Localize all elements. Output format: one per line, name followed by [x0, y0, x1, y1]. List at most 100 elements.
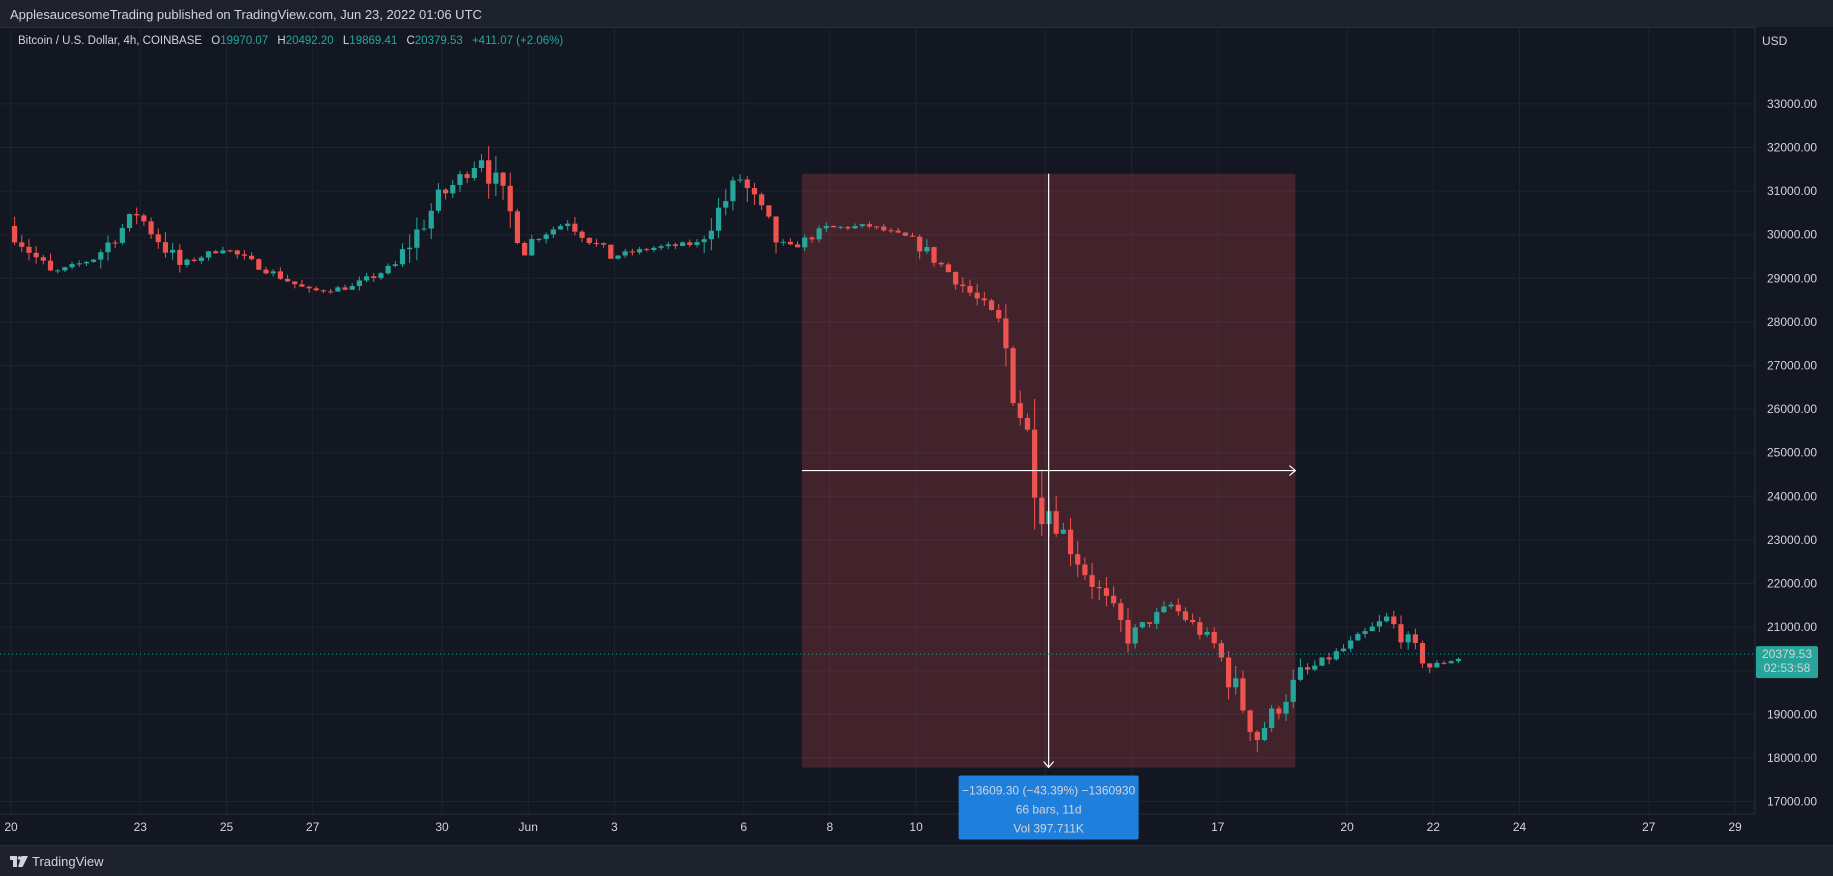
- last-price-tag: 20379.53 02:53:58: [1756, 646, 1818, 679]
- candle-body: [1333, 651, 1339, 660]
- open-label: O: [211, 35, 221, 47]
- candle-body: [1376, 621, 1383, 627]
- time-tick-label: 24: [1513, 820, 1527, 834]
- candle-body: [306, 286, 312, 289]
- candle-body: [586, 237, 592, 244]
- candle-body: [514, 211, 521, 244]
- countdown-value: 02:53:58: [1764, 661, 1811, 675]
- candle-body: [385, 265, 391, 274]
- candle-body: [608, 244, 614, 259]
- time-tick-label: 10: [909, 820, 923, 834]
- time-tick-label: 6: [740, 820, 747, 834]
- candle-body: [672, 244, 679, 246]
- candle-body: [701, 239, 707, 243]
- candle-body: [751, 188, 758, 195]
- candle-body: [1398, 624, 1404, 643]
- candle-body: [622, 251, 628, 256]
- candle-body: [1089, 575, 1095, 587]
- candle-body: [299, 284, 305, 287]
- candle-body: [19, 242, 25, 247]
- candle-body: [931, 247, 937, 263]
- price-tick-label: 30000.00: [1767, 228, 1817, 242]
- candle-body: [1175, 604, 1181, 612]
- candle-body: [450, 184, 456, 194]
- time-tick-label: 30: [435, 820, 449, 834]
- price-tick-label: 33000.00: [1767, 97, 1817, 111]
- price-tick-label: 19000.00: [1767, 707, 1817, 721]
- price-tick-label: 32000.00: [1767, 141, 1817, 155]
- candle-body: [1304, 667, 1311, 670]
- candle-body: [917, 236, 923, 252]
- candle-body: [55, 270, 61, 272]
- price-tick-label: 24000.00: [1767, 489, 1817, 503]
- candle-body: [1017, 403, 1023, 418]
- candle-body: [349, 286, 355, 290]
- candle-body: [1103, 588, 1110, 596]
- candle-body: [371, 276, 377, 279]
- grid: [0, 27, 1755, 814]
- candle-body: [902, 232, 908, 236]
- candle-body: [1225, 657, 1232, 688]
- candle-body: [220, 250, 226, 254]
- candle-body: [723, 201, 729, 208]
- candles: [11, 146, 1462, 753]
- candle-body: [1247, 710, 1253, 732]
- candle-body: [644, 249, 650, 251]
- candle-body: [967, 286, 973, 293]
- candle-body: [134, 213, 140, 216]
- candle-body: [414, 229, 420, 248]
- candle-body: [909, 235, 916, 237]
- candle-body: [335, 287, 341, 292]
- candle-body: [1010, 348, 1016, 404]
- candle-body: [407, 247, 413, 250]
- candle-body: [715, 207, 722, 231]
- candle-body: [680, 242, 686, 246]
- candle-body: [1075, 554, 1081, 565]
- candle-body: [500, 172, 506, 186]
- candle-body: [284, 278, 291, 282]
- candle-body: [1211, 631, 1217, 644]
- candle-body: [651, 247, 657, 251]
- candle-body: [543, 234, 549, 239]
- candle-body: [1168, 604, 1174, 607]
- measure-right-arrow: [1288, 465, 1297, 477]
- candle-body: [1204, 631, 1210, 635]
- candle-body: [148, 221, 154, 235]
- candle-body: [486, 160, 492, 184]
- chart[interactable]: USD 33000.00 32000.00 31000.00 30000.00 2900…: [0, 0, 1833, 845]
- candle-body: [442, 189, 449, 194]
- price-axis[interactable]: USD 33000.00 32000.00 31000.00 30000.00 2900…: [1754, 27, 1833, 814]
- candle-body: [457, 174, 463, 185]
- candle-body: [464, 174, 470, 178]
- candle-body: [320, 290, 327, 292]
- candle-body: [1067, 529, 1074, 555]
- candle-body: [888, 230, 894, 232]
- tradingview-logo[interactable]: TradingView: [10, 854, 104, 869]
- candle-body: [1132, 627, 1138, 644]
- candle-body: [1182, 611, 1189, 620]
- candle-body: [1053, 511, 1059, 534]
- candle-body: [1118, 603, 1124, 621]
- candle-body: [694, 242, 700, 245]
- candle-body: [1369, 626, 1375, 632]
- candle-body: [658, 246, 664, 248]
- candle-body: [277, 271, 283, 279]
- candle-body: [428, 210, 434, 229]
- candle-body: [227, 250, 233, 252]
- time-axis[interactable]: 2023252730Jun368101315172022242729: [0, 813, 1833, 845]
- candle-body: [852, 226, 858, 229]
- candle-body: [83, 261, 90, 264]
- high-value: 20492.20: [285, 35, 334, 47]
- candle-body: [838, 226, 844, 228]
- candle-body: [1032, 429, 1038, 498]
- candle-body: [1146, 622, 1153, 624]
- candle-body: [708, 230, 714, 240]
- candle-body: [292, 281, 298, 285]
- candle-body: [263, 269, 269, 274]
- measure-lines: [801, 173, 1297, 769]
- candle-body: [342, 287, 348, 290]
- candle-body: [1441, 662, 1447, 664]
- price-tick-label: 22000.00: [1767, 577, 1817, 591]
- candle-body: [953, 272, 959, 285]
- candle-body: [392, 264, 398, 266]
